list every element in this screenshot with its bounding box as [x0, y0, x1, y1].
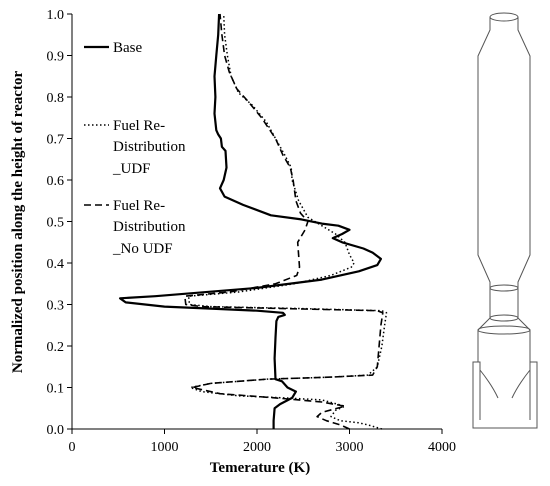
y-tick-label: 0.1 [47, 382, 65, 397]
y-tick-label: 1.0 [47, 8, 65, 23]
legend-label-udf-3: _UDF [112, 161, 151, 177]
legend: Base Fuel Re- Distribution _UDF Fuel Re-… [84, 40, 186, 257]
series-line-dotted [187, 13, 388, 430]
y-tick-label: 0.6 [47, 174, 65, 189]
legend-label-noudf-1: Fuel Re- [113, 198, 165, 214]
series-lines [119, 13, 388, 430]
y-tick-label: 0.5 [47, 216, 65, 231]
x-axis-title: Temerature (K) [210, 460, 310, 476]
series-line-solid [119, 13, 382, 429]
y-tick-label: 0.2 [47, 340, 65, 355]
x-tick-label: 0 [69, 440, 76, 455]
ticks: 0.0 0.1 0.2 0.3 0.4 0.5 0.6 0.7 0.8 0.9 1.0 0 1000 20… [47, 8, 457, 455]
series-line-dashed [184, 13, 384, 430]
legend-label-udf-1: Fuel Re- [113, 118, 165, 134]
y-tick-label: 0.7 [47, 133, 65, 148]
y-tick-label: 0.8 [47, 91, 65, 106]
legend-label-base: Base [113, 40, 143, 56]
legend-label-udf-2: Distribution [113, 139, 186, 155]
x-tick-label: 4000 [428, 440, 456, 455]
y-tick-label: 0.9 [47, 50, 65, 65]
x-tick-label: 1000 [151, 440, 179, 455]
x-tick-label: 2000 [243, 440, 271, 455]
legend-label-noudf-2: Distribution [113, 219, 186, 235]
y-tick-label: 0.0 [47, 423, 65, 438]
y-axis-title: Normalized position along the height of … [10, 71, 26, 374]
legend-label-noudf-3: _No UDF [112, 241, 173, 257]
reactor-schematic-icon [472, 12, 538, 429]
y-tick-label: 0.3 [47, 299, 65, 314]
y-tick-label: 0.4 [47, 257, 65, 272]
x-tick-label: 3000 [336, 440, 364, 455]
